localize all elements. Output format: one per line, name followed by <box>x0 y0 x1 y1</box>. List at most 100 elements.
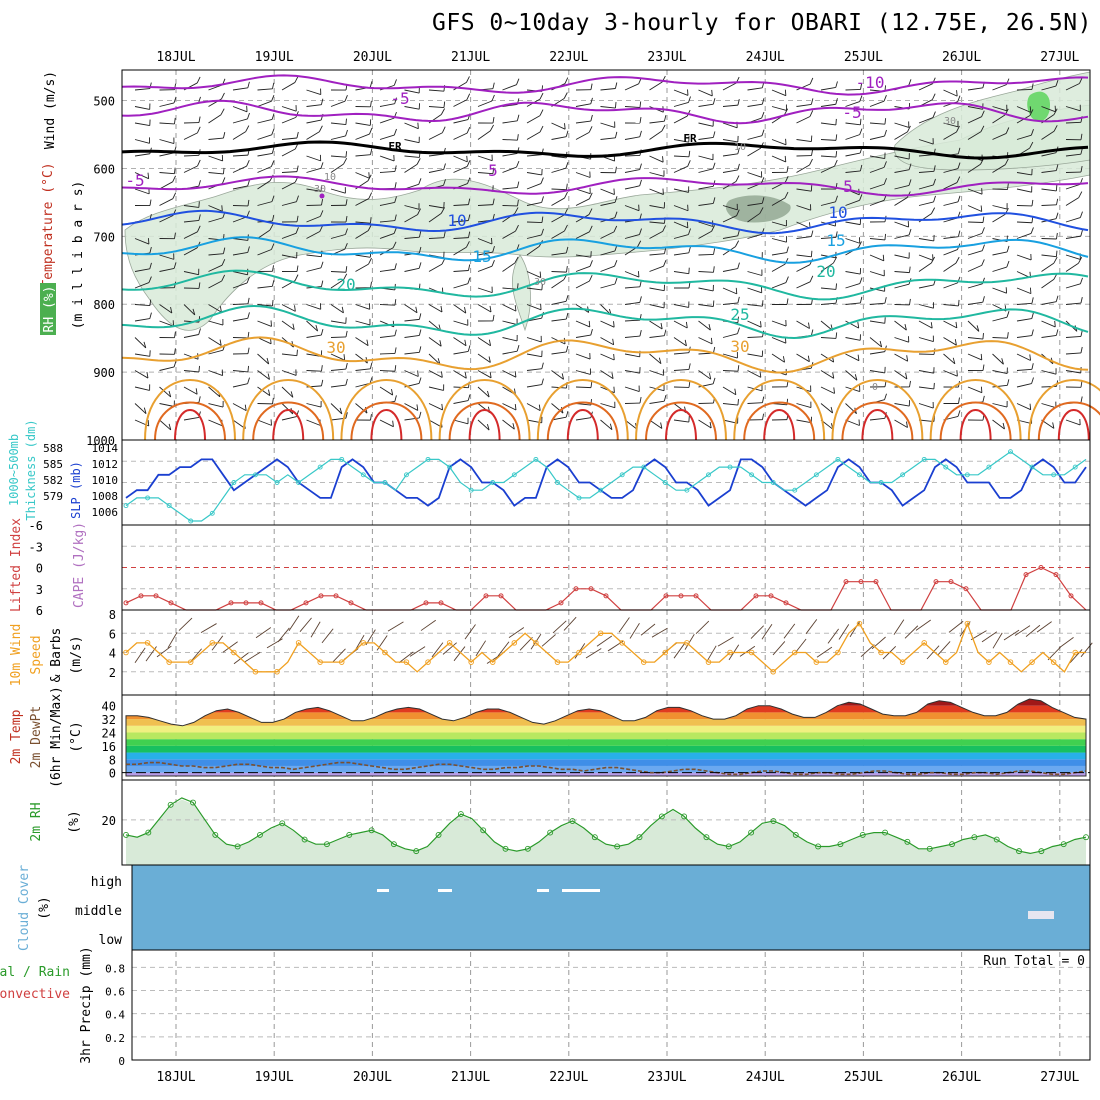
wind-barb <box>453 350 469 355</box>
wind-barb <box>379 170 395 173</box>
wind-barb <box>1065 352 1081 355</box>
wind-barb <box>208 386 221 398</box>
wind-barb-flag <box>1031 329 1034 336</box>
wind-barb-flag <box>197 225 201 233</box>
wind-barb-flag <box>196 76 201 84</box>
wind-barb-flag <box>292 323 295 330</box>
wind-barb <box>1065 235 1081 239</box>
wind-barb-flag <box>858 241 862 248</box>
wind-barb-flag <box>146 371 149 379</box>
precip-tick-label: 0.4 <box>105 1009 125 1022</box>
wind-barb-flag <box>884 393 887 400</box>
wind-barb <box>183 353 199 360</box>
wind-barb <box>330 234 346 239</box>
wind-barb-flag <box>394 329 397 336</box>
wind-barb <box>1041 334 1057 338</box>
thickness-point <box>1008 449 1013 455</box>
rh-point <box>971 834 978 841</box>
wind-barb-flag <box>198 214 201 221</box>
surface-wind-barb <box>783 623 796 639</box>
wind-barb <box>673 89 689 96</box>
wind-barb <box>624 335 640 338</box>
wind-barb-flag <box>782 356 786 363</box>
wind-barb-flag <box>956 90 958 97</box>
lifted-index-point <box>168 600 174 606</box>
wind-barb <box>306 119 322 124</box>
wind-barb-flag <box>1053 108 1058 115</box>
wind-barb <box>159 215 174 223</box>
wind-barb-flag <box>222 177 226 184</box>
wind-barb-flag <box>786 298 789 305</box>
wind-barb-flag <box>611 372 614 379</box>
wind-barb-flag <box>197 126 201 134</box>
wind-barb <box>575 231 590 239</box>
wind-barb-flag <box>416 158 421 165</box>
thickness-point <box>490 480 496 485</box>
wind-barb-flag <box>589 260 593 267</box>
wind-barb <box>673 304 689 308</box>
lifted-index-point <box>423 600 429 606</box>
wind-barb <box>600 106 616 109</box>
wind-barb-flag <box>247 312 250 319</box>
wind-barb-flag <box>637 240 642 247</box>
wind-barb <box>673 320 688 329</box>
surface-wind-barb <box>376 635 388 651</box>
wind-barb <box>330 271 347 273</box>
wind-barb <box>869 122 885 125</box>
wind-barb <box>428 89 444 92</box>
wind-barb <box>869 320 885 324</box>
wind-barb <box>992 337 1008 339</box>
wind-barb <box>1041 170 1057 173</box>
wind-barb-flag <box>884 233 887 240</box>
wind-barb-flag <box>712 98 716 105</box>
rh-point <box>323 841 330 848</box>
wind-barb-flag <box>614 101 617 109</box>
wind-barb <box>869 271 885 277</box>
surface-wind-barb <box>464 624 476 640</box>
wind-barb-flag <box>735 287 738 294</box>
wind-barb <box>649 130 663 140</box>
wind-barb-flag <box>590 83 593 90</box>
rh-shade-zone <box>124 104 1091 331</box>
wind-barb-flag <box>784 176 789 183</box>
wind-barb-flag <box>1007 332 1009 339</box>
wind-barb-flag <box>1079 211 1083 218</box>
wind-barb <box>526 234 542 239</box>
wind-barb <box>159 304 173 314</box>
clear-sky-gap-high <box>537 889 549 892</box>
wind-tick-label: 4 <box>109 647 116 661</box>
wind-barb-flag <box>904 324 907 331</box>
wind-barb-flag <box>516 160 520 168</box>
wind-barb <box>698 304 714 307</box>
wind-barb-flag <box>320 162 324 169</box>
wind-barb-flag <box>761 129 765 136</box>
wind-barb <box>1016 383 1032 388</box>
wind-barb <box>1041 279 1055 289</box>
wind-barb-flag <box>566 266 568 273</box>
wind-barb-flag <box>859 296 863 304</box>
date-label-bottom: 21JUL <box>451 1070 490 1085</box>
wind-tick-label: 8 <box>109 608 116 622</box>
wind-barb <box>1016 254 1032 261</box>
surface-wind-barb <box>970 630 987 641</box>
wind-barb-flag <box>588 274 593 282</box>
wind-barb-flag <box>271 128 275 135</box>
rh-point <box>524 845 531 852</box>
wind-barb <box>1065 121 1082 124</box>
wind-barb <box>330 368 346 371</box>
wind-barb <box>575 334 591 338</box>
thickness-point <box>943 464 949 470</box>
wind-barb <box>526 271 541 278</box>
wind-barb-flag <box>786 246 789 253</box>
axis-label-2m-rh: 2m RH <box>29 802 44 841</box>
wind-barb <box>649 320 663 330</box>
wind-barb <box>232 131 246 140</box>
thickness-point <box>468 487 474 493</box>
wind-barb <box>330 320 346 324</box>
wind-barb <box>673 165 688 173</box>
wind-barb-flag <box>345 378 348 386</box>
wind-barb-flag <box>321 198 324 206</box>
temp-band <box>126 765 1086 773</box>
wind-barb <box>428 304 443 313</box>
temp-band <box>126 699 1086 706</box>
